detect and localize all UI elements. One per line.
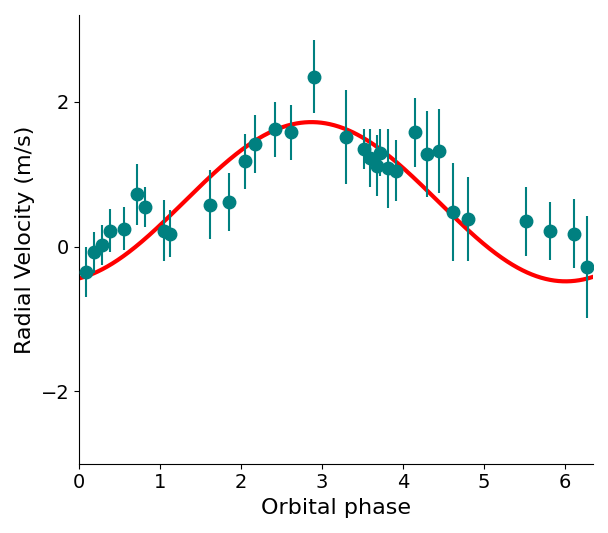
Y-axis label: Radial Velocity (m/s): Radial Velocity (m/s)	[15, 125, 35, 353]
X-axis label: Orbital phase: Orbital phase	[261, 498, 411, 518]
